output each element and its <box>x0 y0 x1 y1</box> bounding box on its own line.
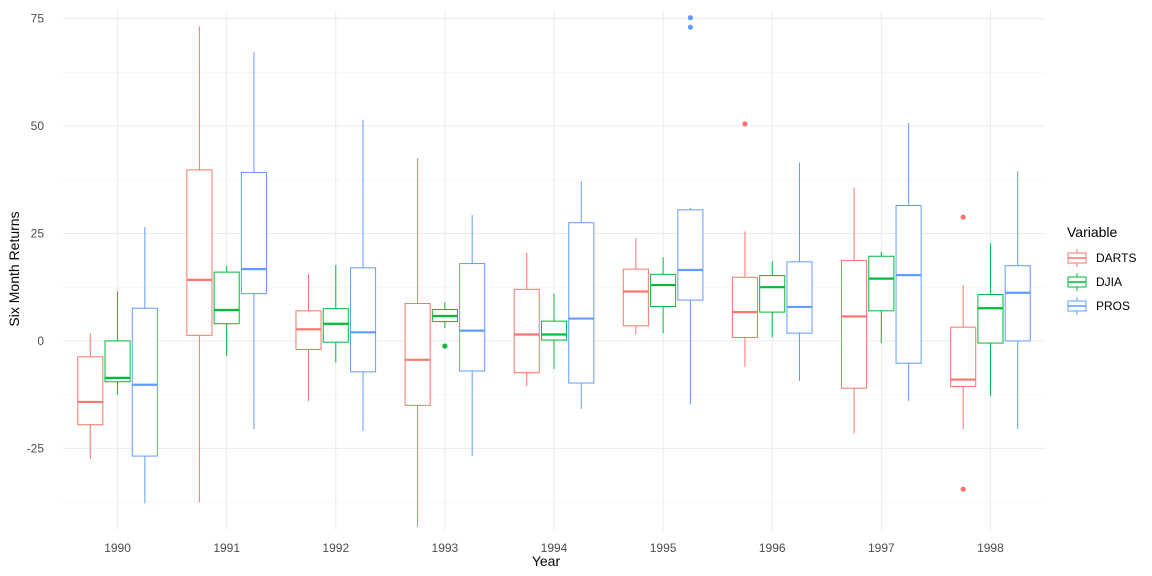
box-iqr <box>213 271 240 325</box>
box-iqr <box>622 268 649 327</box>
box-djia-1990 <box>104 291 131 395</box>
box-djia-1997 <box>868 251 895 344</box>
box-pros-1995 <box>677 15 704 405</box>
box-iqr <box>186 169 213 336</box>
box-iqr <box>404 303 431 406</box>
x-tick-label: 1991 <box>213 541 240 555</box>
box-darts-1993 <box>404 158 431 527</box>
y-tick-label: 0 <box>37 334 44 348</box>
box-iqr <box>1004 265 1031 342</box>
outlier-point <box>742 121 748 127</box>
box-iqr <box>759 275 786 313</box>
box-pros-1996 <box>786 162 813 381</box>
box-iqr <box>104 340 131 383</box>
box-djia-1995 <box>650 257 677 334</box>
y-axis-title: Six Month Returns <box>6 211 22 326</box>
x-tick-label: 1995 <box>650 541 677 555</box>
box-pros-1992 <box>350 119 377 432</box>
x-tick-label: 1994 <box>541 541 568 555</box>
outlier-point <box>960 486 966 492</box>
box-darts-1995 <box>622 237 649 335</box>
box-pros-1993 <box>459 214 486 457</box>
box-iqr <box>868 255 895 312</box>
x-tick-label: 1998 <box>977 541 1004 555</box>
y-tick-label: 75 <box>31 12 45 26</box>
x-tick-label: 1992 <box>322 541 349 555</box>
box-iqr <box>977 293 1004 344</box>
legend: Variable DARTS DJIA PROS <box>1067 224 1136 315</box>
x-tick-label: 1993 <box>432 541 459 555</box>
box-djia-1994 <box>540 293 568 369</box>
legend-title: Variable <box>1067 224 1118 240</box>
legend-label: DJIA <box>1096 275 1122 289</box>
box-djia-1991 <box>213 265 240 356</box>
box-iqr <box>677 209 704 301</box>
box-pros-1991 <box>240 52 267 430</box>
box-iqr <box>322 308 349 343</box>
box-iqr <box>240 171 267 295</box>
box-pros-1994 <box>568 181 595 409</box>
outlier-point <box>960 214 966 220</box>
box-iqr <box>841 260 868 389</box>
y-axis-ticks: -25 0 25 50 75 <box>27 12 45 456</box>
box-darts-1996 <box>731 121 758 367</box>
x-axis-title: Year <box>532 553 561 569</box>
box-djia-1996 <box>759 261 786 338</box>
box-darts-1992 <box>295 274 322 402</box>
y-tick-label: 50 <box>31 119 45 133</box>
legend-item-pros: PROS <box>1067 297 1130 315</box>
box-darts-1997 <box>841 187 868 434</box>
box-darts-1994 <box>513 252 540 387</box>
box-iqr <box>540 320 568 341</box>
box-djia-1992 <box>322 264 349 363</box>
outlier-point <box>687 15 693 21</box>
box-iqr <box>459 263 486 372</box>
box-djia-1998 <box>977 243 1004 396</box>
legend-item-djia: DJIA <box>1067 273 1122 291</box>
box-iqr <box>650 273 677 308</box>
x-tick-label: 1997 <box>868 541 895 555</box>
box-pros-1997 <box>895 123 922 402</box>
outlier-point <box>687 24 693 30</box>
box-iqr <box>786 261 813 334</box>
y-tick-label: -25 <box>27 441 45 455</box>
box-iqr <box>131 307 158 457</box>
box-iqr <box>77 356 104 426</box>
box-iqr <box>350 267 377 373</box>
legend-label: DARTS <box>1096 251 1136 265</box>
box-pros-1990 <box>131 227 158 504</box>
box-iqr <box>731 276 758 338</box>
box-darts-1990 <box>77 333 104 460</box>
box-iqr <box>513 288 540 374</box>
box-darts-1998 <box>950 214 977 492</box>
box-djia-1993 <box>431 302 458 349</box>
y-tick-label: 25 <box>31 226 45 240</box>
x-axis-ticks: 1990 1991 1992 1993 1994 1995 1996 1997 1998 <box>104 541 1004 555</box>
box-iqr <box>568 222 595 384</box>
plot-area <box>77 15 1031 527</box>
box-darts-1991 <box>186 26 213 503</box>
legend-label: PROS <box>1096 299 1130 313</box>
box-pros-1998 <box>1004 171 1031 430</box>
x-tick-label: 1990 <box>104 541 131 555</box>
box-iqr <box>895 205 922 364</box>
box-iqr <box>950 326 977 387</box>
outlier-point <box>442 343 448 349</box>
legend-item-darts: DARTS <box>1067 249 1136 267</box>
x-tick-label: 1996 <box>759 541 786 555</box>
